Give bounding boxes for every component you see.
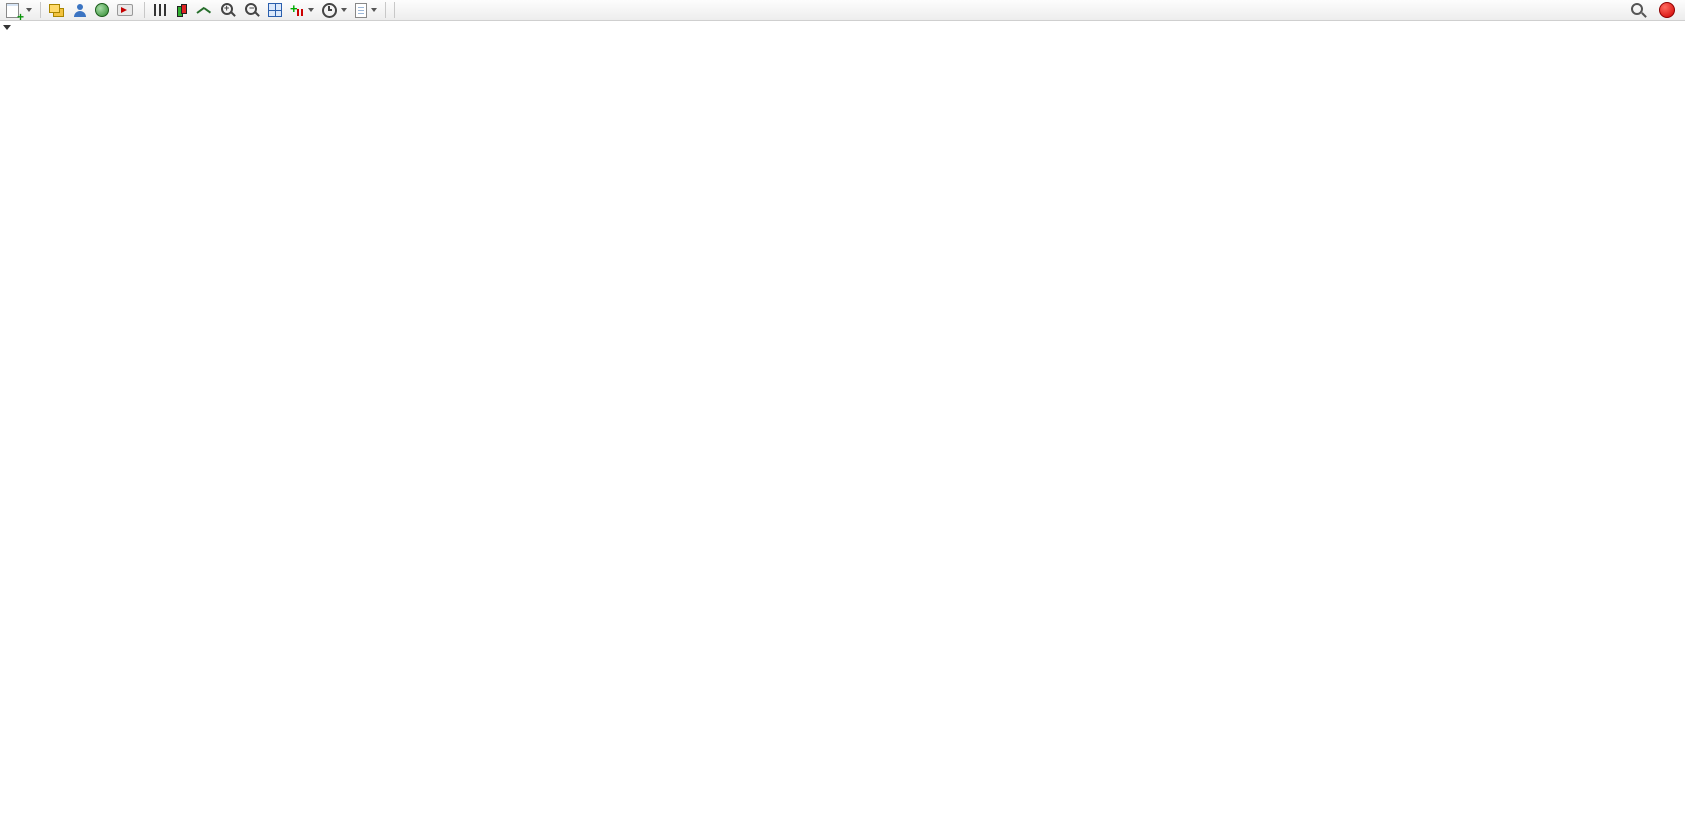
price-axis	[1566, 0, 1685, 838]
cascade-windows-icon	[49, 3, 60, 13]
chevron-down-icon	[26, 8, 32, 12]
periods-button[interactable]	[318, 1, 351, 20]
bar-chart-icon	[154, 4, 166, 16]
toolbar-right-group	[1626, 1, 1683, 20]
profiles-button[interactable]	[68, 1, 91, 20]
candlestick-icon	[175, 3, 189, 17]
templates-button[interactable]	[351, 1, 381, 20]
line-chart-button[interactable]	[193, 1, 216, 20]
chevron-down-icon	[308, 8, 314, 12]
toolbar-separator	[40, 2, 41, 18]
notification-badge[interactable]	[1659, 2, 1675, 18]
search-button[interactable]	[1626, 1, 1651, 20]
chevron-down-icon	[371, 8, 377, 12]
line-chart-icon	[197, 4, 212, 17]
tile-windows-icon	[268, 3, 282, 17]
autotrading-button[interactable]	[113, 1, 140, 20]
new-order-icon	[6, 2, 24, 23]
autotrading-icon	[117, 4, 133, 16]
charts-window-button[interactable]	[45, 1, 68, 20]
zoom-out-icon	[245, 3, 257, 15]
time-axis	[0, 766, 1563, 782]
indicators-icon	[290, 2, 304, 17]
profile-icon	[72, 3, 87, 17]
zoom-out-button[interactable]	[240, 1, 264, 20]
template-icon	[355, 2, 367, 18]
toolbar-separator	[144, 2, 145, 18]
candlestick-chart-button[interactable]	[171, 1, 193, 20]
globe-icon	[95, 3, 109, 17]
bar-chart-button[interactable]	[149, 1, 171, 20]
new-order-button[interactable]	[2, 1, 36, 23]
community-button[interactable]	[91, 1, 113, 20]
clock-icon	[322, 2, 337, 18]
zoom-in-icon	[221, 3, 233, 15]
zoom-in-button[interactable]	[216, 1, 240, 20]
chevron-down-icon	[341, 8, 347, 12]
chart-symbol-label	[3, 25, 21, 30]
search-icon	[1631, 2, 1643, 15]
toolbar-separator	[394, 2, 395, 18]
tile-windows-button[interactable]	[264, 1, 286, 20]
indicators-button[interactable]	[286, 1, 318, 20]
toolbar-separator	[385, 2, 386, 18]
main-toolbar	[0, 0, 1685, 23]
collapse-triangle-icon[interactable]	[3, 25, 11, 30]
